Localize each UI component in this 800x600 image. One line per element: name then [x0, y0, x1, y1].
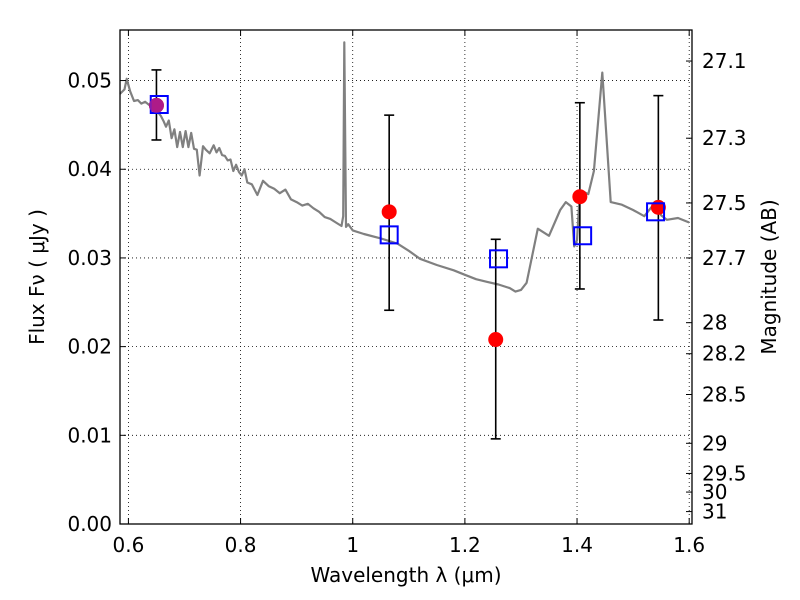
overlap-point	[148, 97, 164, 113]
spectrum-line-layer	[119, 41, 690, 293]
y2-axis-label: Magnitude (AB)	[757, 199, 781, 354]
model-flux-point	[489, 249, 509, 269]
x-tick-label: 0.8	[225, 533, 257, 557]
x-tick-label: 0.6	[113, 533, 145, 557]
model-flux-point	[379, 225, 399, 245]
y-tick-label: 0.02	[67, 335, 112, 359]
x-tick-label: 1	[346, 533, 359, 557]
x-tick-label: 1.4	[561, 533, 593, 557]
model-flux-point	[573, 226, 593, 246]
y2-tick-label: 31	[702, 500, 727, 524]
y-tick-label: 0.00	[67, 512, 112, 536]
plot-frame	[119, 29, 693, 525]
spectrum-line	[119, 41, 690, 293]
observed-flux-point	[381, 204, 397, 220]
observed-flux-point	[488, 332, 504, 348]
y2-tick-label: 27.7	[702, 246, 747, 270]
x-tick-label: 1.2	[449, 533, 481, 557]
y2-tick-label: 29	[702, 431, 727, 455]
y2-tick-label: 30	[702, 480, 727, 504]
y-tick-label: 0.05	[67, 69, 112, 93]
y2-tick-label: 27.3	[702, 126, 747, 150]
x-axis-label: Wavelength λ (μm)	[310, 563, 501, 587]
y-tick-label: 0.01	[67, 423, 112, 447]
model-flux-point	[646, 202, 666, 222]
y2-tick-label: 27.5	[702, 191, 747, 215]
y2-tick-label: 28	[702, 311, 727, 335]
marker-layer	[148, 94, 666, 348]
y-tick-label: 0.03	[67, 246, 112, 270]
y2-tick-label: 27.1	[702, 49, 747, 73]
y-tick-label: 0.04	[67, 157, 112, 181]
tick-layer: 0.6 0.8 1 1.2 1.4 1.6 0.00 0.01 0.02 0.03 0.04 0.05…	[67, 30, 747, 557]
x-tick-label: 1.6	[673, 533, 705, 557]
y2-tick-label: 28.5	[702, 383, 747, 407]
observed-flux-point	[572, 189, 588, 205]
y2-tick-label: 28.2	[702, 342, 747, 366]
y-axis-label: Flux Fν ( μJy )	[25, 209, 49, 345]
y2-tick-label: 29.5	[702, 461, 747, 485]
